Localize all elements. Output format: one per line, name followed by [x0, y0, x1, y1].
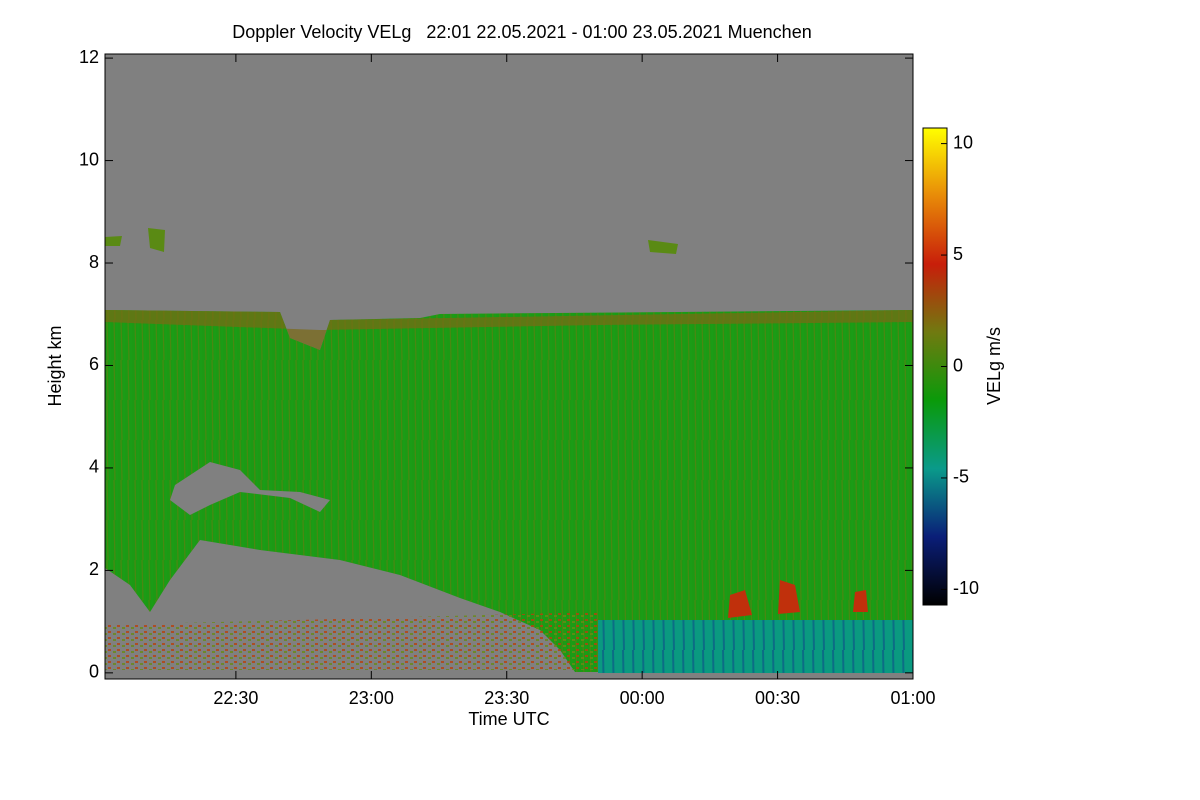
colorbar-label: VELg m/s	[984, 327, 1004, 405]
cirrus-patch	[105, 228, 678, 254]
colorbar-tick-label: -10	[953, 578, 979, 598]
y-axis-label: Height km	[45, 325, 65, 406]
gap-region	[170, 462, 330, 515]
chart-title: Doppler Velocity VELg 22:01 22.05.2021 -…	[232, 22, 811, 42]
y-tick-label: 6	[89, 354, 99, 374]
cloud-top	[105, 310, 913, 350]
y-tick-label: 12	[79, 47, 99, 67]
x-tick-label: 23:30	[484, 688, 529, 708]
x-tick-label: 00:30	[755, 688, 800, 708]
y-tick-label: 8	[89, 252, 99, 272]
x-tick-label: 23:00	[349, 688, 394, 708]
x-tick-label: 01:00	[890, 688, 935, 708]
x-tick-label: 00:00	[620, 688, 665, 708]
x-axis-label: Time UTC	[468, 709, 549, 729]
echo-texture	[105, 310, 913, 672]
colorbar-tick-label: 10	[953, 132, 973, 152]
y-tick-label: 10	[79, 149, 99, 169]
ground-clutter	[105, 612, 598, 670]
y-tick-label: 0	[89, 662, 99, 682]
plot-frame	[104, 53, 914, 680]
colorbar-tick-label: 0	[953, 355, 963, 375]
x-tick-label: 22:30	[213, 688, 258, 708]
velocity-field	[105, 54, 913, 679]
y-tick-label: 2	[89, 559, 99, 579]
colorbar-tick-label: 5	[953, 244, 963, 264]
updraft-patch	[728, 580, 868, 618]
rain-texture	[598, 620, 913, 673]
y-tick-label: 4	[89, 457, 99, 477]
colorbar-tick-label: -5	[953, 467, 969, 487]
